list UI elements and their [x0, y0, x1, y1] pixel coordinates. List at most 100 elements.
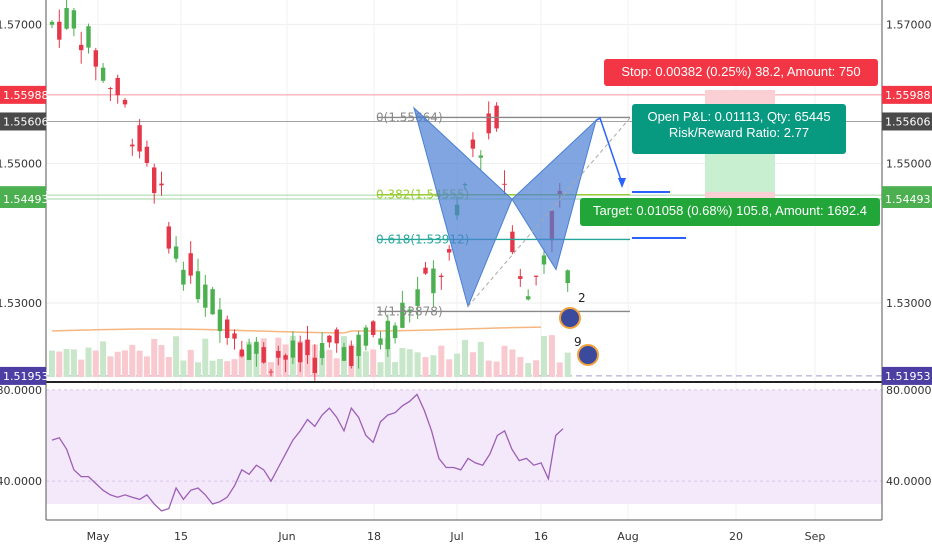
candle-body — [152, 167, 157, 194]
price-tag-label-left: 1.51953 — [3, 370, 49, 383]
price-tag-label-left: 1.55988 — [3, 89, 49, 102]
price-tag-right — [882, 85, 932, 104]
candle-body — [541, 255, 547, 265]
candle-body — [225, 319, 230, 338]
candle-body — [181, 269, 186, 285]
volume-bar — [477, 341, 484, 377]
volume-bar — [384, 337, 391, 377]
price-tag-label-left: 1.54493 — [3, 193, 49, 206]
volume-bar — [392, 362, 399, 377]
price-tag-label-right: 1.55988 — [885, 89, 931, 102]
volume-bar — [509, 349, 516, 377]
candle-body — [122, 99, 128, 105]
pnl-label-text: Open P&L: 0.01113, Qty: 65445 — [647, 109, 830, 124]
volume-bar — [493, 361, 500, 377]
volume-bar — [564, 352, 571, 377]
volume-bar — [370, 349, 377, 377]
volume-bar — [231, 359, 238, 377]
price-tag-left — [0, 366, 46, 385]
candle-body — [246, 344, 252, 360]
price-pane[interactable]: 0(1.55664)0.382(1.54555)0.618(1.53912)1(… — [46, 0, 882, 520]
candle-body — [115, 77, 120, 96]
rsi-pane[interactable] — [46, 389, 882, 512]
volume-bar — [187, 349, 194, 377]
volume-bar — [399, 347, 406, 377]
price-tag-label-right: 1.51953 — [885, 370, 931, 383]
volume-bar — [136, 350, 143, 377]
candle-body — [305, 339, 310, 356]
volume-bar — [446, 359, 453, 377]
candle-body — [392, 325, 398, 339]
price-tag-right — [882, 366, 932, 385]
candle-body — [254, 341, 259, 354]
candle-body — [188, 253, 193, 276]
price-tag-label-right: 1.55606 — [885, 115, 931, 128]
volume-bar — [195, 362, 201, 377]
volume-bar — [422, 357, 429, 377]
pnl-label-box — [632, 104, 846, 154]
candle-body — [217, 309, 223, 332]
candle-body — [268, 371, 274, 373]
volume-bar — [209, 360, 216, 377]
volume-bar — [454, 353, 461, 377]
volume-bar — [56, 351, 63, 377]
drawing-tools[interactable]: 0(1.55664)0.382(1.54555)0.618(1.53912)1(… — [376, 59, 880, 366]
event-badge-circle — [577, 344, 599, 366]
volume-bar — [541, 336, 547, 377]
volume-bar — [333, 358, 340, 377]
volume-bar — [122, 350, 128, 377]
time-tick-label: Sep — [805, 530, 826, 543]
volume-bar — [377, 362, 384, 377]
volume-bar — [165, 356, 172, 377]
candle-body — [166, 226, 171, 249]
fib-level-label: 1(1.52878) — [376, 304, 443, 318]
candle-body — [79, 44, 84, 51]
candle-body — [526, 296, 531, 300]
candle-body — [341, 347, 347, 361]
event-badge-circle — [559, 307, 581, 329]
candle-body — [283, 355, 288, 360]
price-tag-left — [0, 85, 46, 104]
volume-bar — [462, 339, 468, 377]
volume-bar — [129, 344, 136, 377]
volume-bar — [78, 359, 85, 377]
volume-bar — [173, 336, 180, 377]
time-tick-label: 15 — [174, 530, 188, 543]
candle-body — [356, 334, 361, 356]
candle-body — [470, 139, 476, 149]
volume-bar — [548, 335, 555, 377]
candle-body — [93, 50, 98, 67]
candle-body — [290, 340, 296, 358]
volume-bar — [70, 349, 77, 377]
volume-bar — [533, 360, 540, 377]
candle-body — [312, 357, 317, 373]
price-tag-right — [882, 189, 932, 208]
pattern-triangle-bcd — [511, 118, 597, 271]
candle-body — [239, 349, 244, 357]
event-badge-count: 2 — [578, 291, 586, 305]
candle-body — [232, 333, 237, 339]
price-tag-label-left: 1.55606 — [3, 115, 49, 128]
rsi-tick-label-left: 80.0000 — [0, 384, 42, 397]
target-label-text: Target: 0.01058 (0.68%) 105.8, Amount: 1… — [593, 203, 867, 218]
event-badge-count: 9 — [574, 335, 582, 349]
candle-body — [100, 67, 106, 81]
fib-level-label: 0.618(1.53912) — [376, 232, 469, 246]
candle-body — [439, 275, 444, 278]
time-tick-label: 20 — [729, 530, 743, 543]
pnl-label-text: Risk/Reward Ratio: 2.77 — [669, 125, 809, 140]
candle-body — [502, 183, 507, 185]
price-tag-right — [882, 112, 932, 131]
projection-arrow — [595, 116, 623, 184]
price-tag-left — [0, 189, 46, 208]
candle-body — [108, 88, 113, 90]
candle-body — [400, 302, 405, 328]
volume-bar — [216, 358, 223, 377]
volume-bar — [406, 349, 413, 377]
volume-bar — [114, 351, 121, 377]
candle-body — [64, 7, 69, 29]
candle-body — [210, 289, 215, 315]
candle-body — [486, 113, 491, 134]
volume-bar — [49, 350, 55, 377]
